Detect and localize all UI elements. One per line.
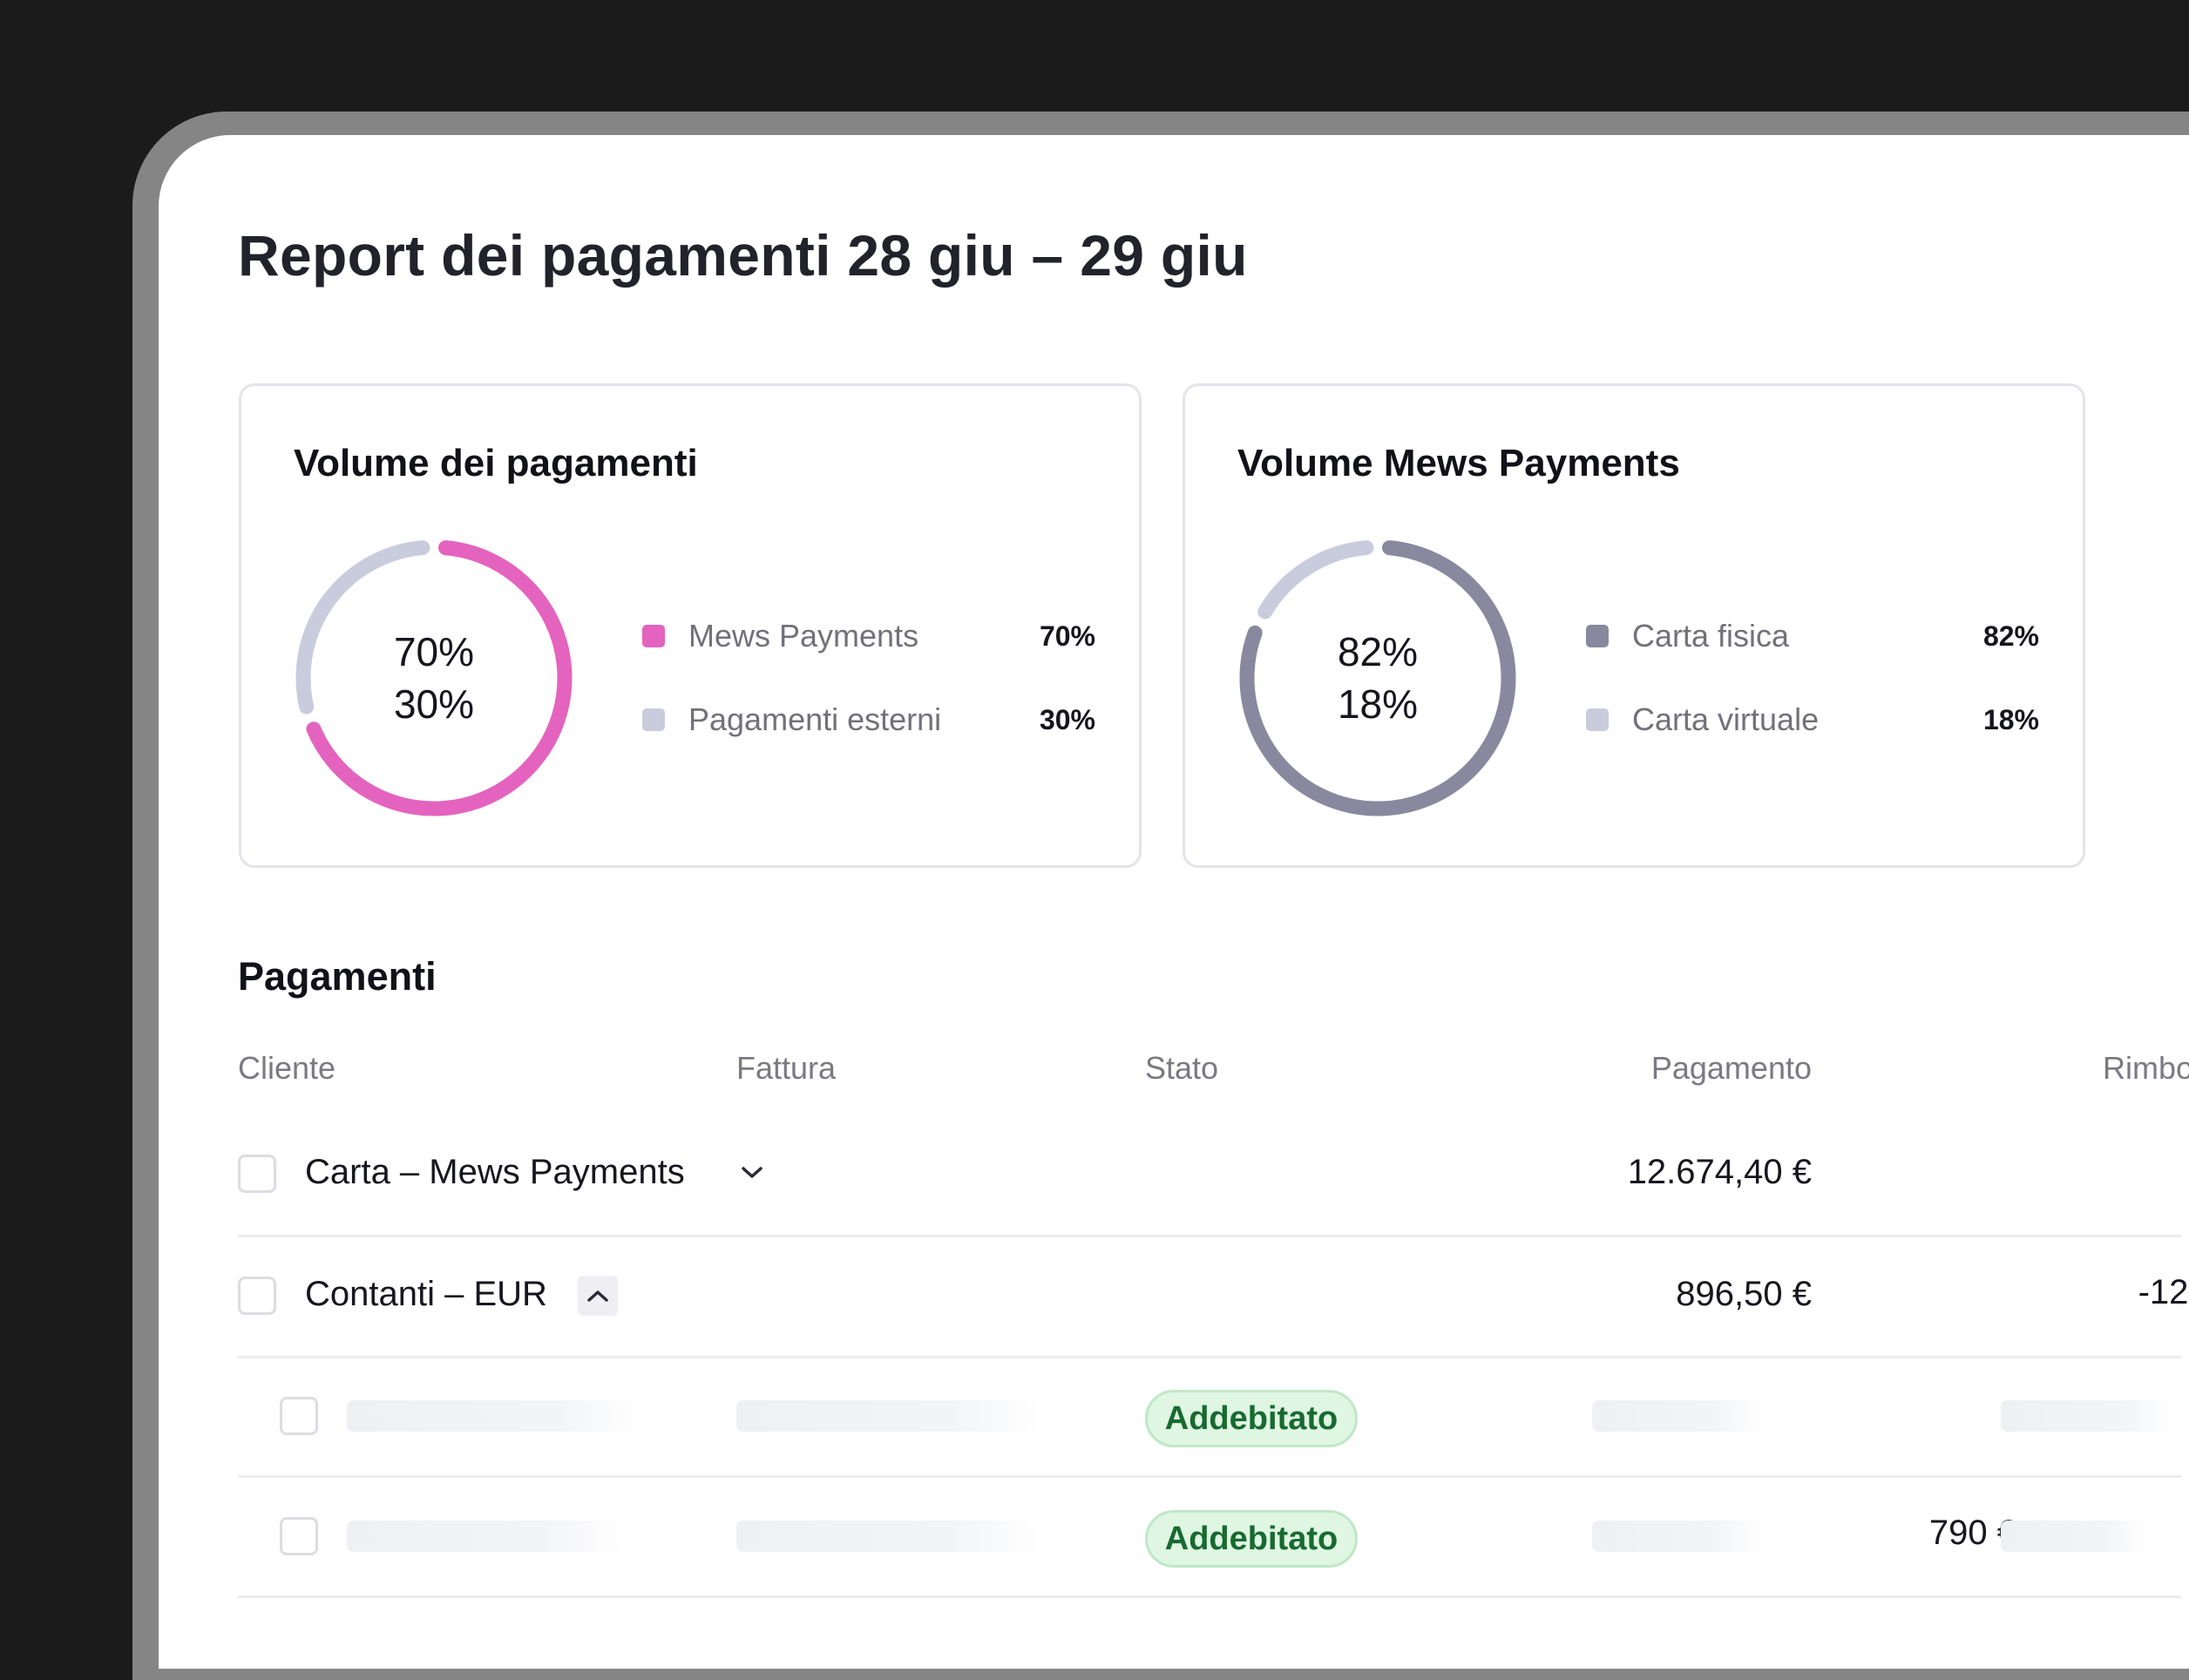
payment-volume-donut [295, 539, 573, 816]
mews-payments-volume-donut [1239, 539, 1516, 816]
skeleton-placeholder [347, 1521, 626, 1552]
legend-value: 82% [1982, 620, 2039, 652]
legend-swatch [1586, 708, 1609, 731]
payment-volume-card: Volume dei pagamenti 70% 30% Mews Paymen… [239, 383, 1142, 868]
page-title: Report dei pagamenti 28 giu – 29 giu [238, 223, 1248, 288]
legend-label: Carta virtuale [1632, 701, 1820, 737]
skeleton-placeholder [736, 1400, 1041, 1432]
mews-payments-volume-card: Volume Mews Payments 82% 18% Carta fisic… [1183, 383, 2085, 868]
row-checkbox[interactable] [238, 1155, 276, 1193]
row-divider [238, 1356, 2181, 1358]
legend-value: 18% [1982, 703, 2039, 735]
row-divider [238, 1235, 2181, 1237]
app-screen: Report dei pagamenti 28 giu – 29 giu Vol… [159, 135, 2189, 1669]
donut-center-label: 82% 18% [1236, 536, 1520, 820]
column-header-stato[interactable]: Stato [1145, 1050, 1219, 1086]
legend-swatch [1586, 625, 1609, 647]
row-client-name: Carta – Mews Payments [305, 1153, 685, 1191]
donut-segment-physical-card [1239, 539, 1516, 816]
donut-center-primary: 70% [393, 629, 475, 674]
row-checkbox[interactable] [238, 1277, 276, 1315]
legend-label: Carta fisica [1632, 618, 1790, 654]
legend-item-external-payments: Pagamenti esterni 30% [642, 694, 1095, 746]
legend-item-virtual-card: Carta virtuale 18% [1586, 694, 2039, 746]
donut-center-secondary: 18% [1337, 681, 1419, 727]
skeleton-placeholder [736, 1521, 1041, 1552]
legend-item-physical-card: Carta fisica 82% [1586, 610, 2039, 662]
donut-center-primary: 82% [1337, 629, 1419, 674]
payments-section-title: Pagamenti [238, 954, 437, 999]
chevron-down-icon[interactable] [732, 1153, 772, 1193]
row-client-name: Contanti – EUR [305, 1275, 547, 1313]
legend-label: Mews Payments [688, 618, 919, 654]
donut-segment-mews-payments [295, 539, 573, 816]
subrow-checkbox[interactable] [280, 1517, 318, 1555]
skeleton-placeholder [1592, 1521, 1766, 1552]
column-header-fattura[interactable]: Fattura [736, 1050, 837, 1086]
card-title: Volume Mews Payments [1237, 442, 1680, 484]
legend-label: Pagamenti esterni [688, 701, 942, 737]
row-divider [238, 1475, 2181, 1478]
column-header-pagamento[interactable]: Pagamento [1650, 1050, 1812, 1086]
column-header-rimborso[interactable]: Rimborso [2102, 1050, 2189, 1086]
row-refund-amount: -126 € [2138, 1273, 2189, 1311]
donut-center-secondary: 30% [393, 681, 475, 727]
legend-value: 70% [1039, 620, 1095, 652]
donut-segment-external-payments [295, 539, 573, 816]
row-payment-amount: 12.674,40 € [1627, 1153, 1812, 1191]
legend-swatch [642, 708, 665, 731]
chevron-up-icon[interactable] [578, 1276, 618, 1316]
subrow-checkbox[interactable] [280, 1397, 318, 1435]
status-badge: Addebitato [1145, 1510, 1358, 1568]
column-header-cliente[interactable]: Cliente [238, 1050, 336, 1086]
status-badge: Addebitato [1145, 1390, 1358, 1447]
row-payment-amount: 896,50 € [1676, 1275, 1812, 1313]
donut-center-label: 70% 30% [292, 536, 576, 820]
legend-value: 30% [1039, 703, 1095, 735]
skeleton-placeholder [347, 1400, 643, 1432]
legend-item-mews-payments: Mews Payments 70% [642, 610, 1095, 662]
skeleton-placeholder [2001, 1521, 2149, 1552]
card-title: Volume dei pagamenti [294, 442, 698, 484]
skeleton-placeholder [1592, 1400, 1766, 1432]
skeleton-placeholder [2001, 1400, 2175, 1432]
legend-swatch [642, 625, 665, 647]
row-divider [238, 1595, 2181, 1598]
